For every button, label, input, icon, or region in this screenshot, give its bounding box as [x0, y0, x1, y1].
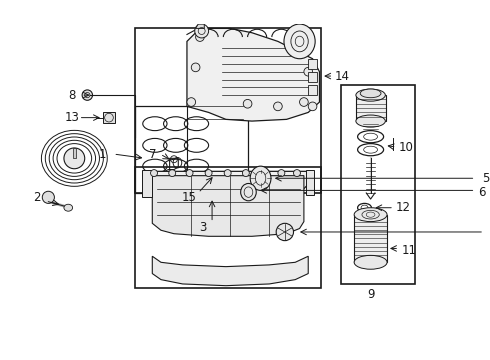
Bar: [356, 95, 386, 121]
Ellipse shape: [224, 170, 231, 176]
Ellipse shape: [243, 170, 249, 176]
Ellipse shape: [304, 67, 313, 76]
Ellipse shape: [187, 98, 196, 106]
Ellipse shape: [64, 148, 85, 169]
Bar: [135, 106, 247, 193]
Bar: [135, 28, 321, 193]
Text: 9: 9: [367, 288, 374, 301]
Bar: [306, 171, 314, 195]
Text: 15: 15: [182, 191, 197, 204]
Bar: [103, 112, 115, 123]
Ellipse shape: [196, 33, 204, 41]
Text: 1: 1: [99, 148, 107, 161]
Bar: [341, 85, 415, 284]
Ellipse shape: [205, 170, 212, 176]
Ellipse shape: [260, 170, 267, 176]
Polygon shape: [152, 176, 304, 236]
Ellipse shape: [276, 223, 294, 240]
Text: 6: 6: [478, 186, 485, 199]
Polygon shape: [73, 148, 76, 158]
Bar: [308, 85, 317, 95]
Bar: [308, 59, 317, 69]
Ellipse shape: [356, 89, 385, 101]
Ellipse shape: [191, 63, 200, 72]
Ellipse shape: [294, 170, 300, 176]
Polygon shape: [152, 256, 308, 286]
Ellipse shape: [299, 98, 308, 106]
Bar: [135, 167, 321, 288]
Ellipse shape: [82, 90, 93, 100]
Polygon shape: [187, 28, 319, 121]
Text: 13: 13: [64, 111, 79, 124]
Ellipse shape: [356, 115, 385, 127]
Text: 2: 2: [33, 191, 41, 204]
Polygon shape: [146, 171, 311, 199]
Text: 12: 12: [396, 201, 411, 214]
Text: 5: 5: [482, 172, 490, 185]
Ellipse shape: [284, 24, 315, 59]
Ellipse shape: [354, 208, 387, 222]
Ellipse shape: [169, 170, 176, 176]
Ellipse shape: [42, 191, 54, 203]
Text: 8: 8: [68, 89, 75, 102]
Ellipse shape: [250, 166, 271, 190]
Ellipse shape: [354, 255, 387, 269]
Ellipse shape: [195, 24, 209, 38]
Ellipse shape: [360, 89, 381, 98]
Ellipse shape: [273, 102, 282, 111]
Ellipse shape: [64, 204, 73, 211]
Ellipse shape: [186, 170, 193, 176]
Ellipse shape: [278, 170, 285, 176]
Text: 3: 3: [199, 221, 206, 234]
Ellipse shape: [243, 99, 252, 108]
Bar: [354, 215, 387, 262]
Bar: [308, 72, 317, 82]
Ellipse shape: [150, 170, 157, 176]
Bar: [142, 170, 152, 197]
Polygon shape: [196, 24, 204, 28]
Text: 11: 11: [402, 244, 417, 257]
Ellipse shape: [241, 184, 256, 201]
Text: 7: 7: [148, 148, 156, 161]
Ellipse shape: [308, 102, 317, 111]
Text: 10: 10: [399, 141, 414, 154]
Text: 14: 14: [335, 69, 349, 82]
